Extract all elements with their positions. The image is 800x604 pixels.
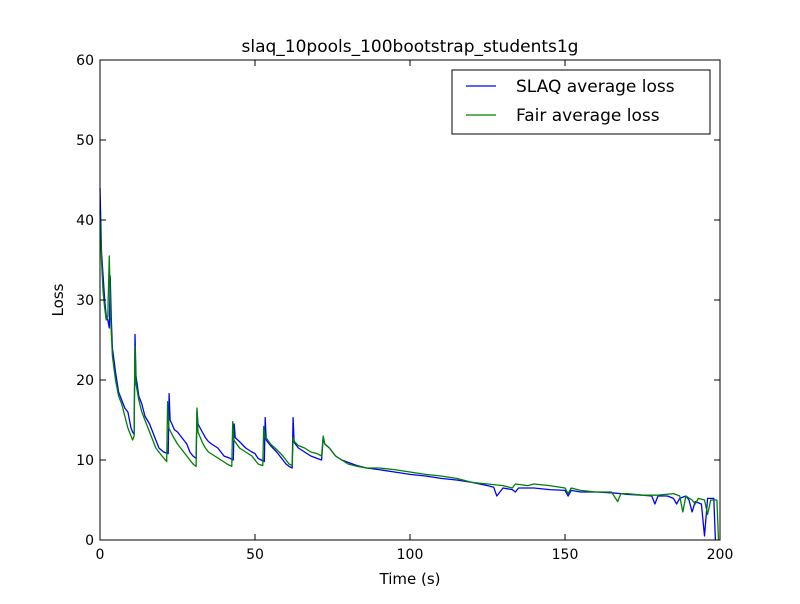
y-tick-label: 50 xyxy=(76,133,94,149)
x-tick-label: 150 xyxy=(552,547,579,563)
x-tick-label: 100 xyxy=(397,547,424,563)
y-axis-label: Loss xyxy=(49,283,67,316)
y-tick-label: 10 xyxy=(76,453,94,469)
y-tick-label: 60 xyxy=(76,53,94,69)
series-layer xyxy=(99,187,720,541)
axis-ticks: 0 50 100 150 200 0 10 20 30 40 50 60 xyxy=(76,53,733,563)
legend-label-fair: Fair average loss xyxy=(516,106,660,126)
y-tick-label: 30 xyxy=(76,293,94,309)
x-tick-label: 200 xyxy=(707,547,734,563)
legend: SLAQ average loss Fair average loss xyxy=(451,69,711,135)
y-tick-label: 0 xyxy=(85,533,94,549)
legend-label-slaq: SLAQ average loss xyxy=(516,77,675,97)
series-line-1 xyxy=(99,211,720,541)
y-tick-label: 20 xyxy=(76,373,94,389)
x-tick-label: 0 xyxy=(96,547,105,563)
chart-title: slaq_10pools_100bootstrap_students1g xyxy=(242,37,579,57)
x-axis-label: Time (s) xyxy=(379,570,441,588)
y-tick-label: 40 xyxy=(76,213,94,229)
x-tick-label: 50 xyxy=(246,547,264,563)
legend-box xyxy=(451,69,711,135)
